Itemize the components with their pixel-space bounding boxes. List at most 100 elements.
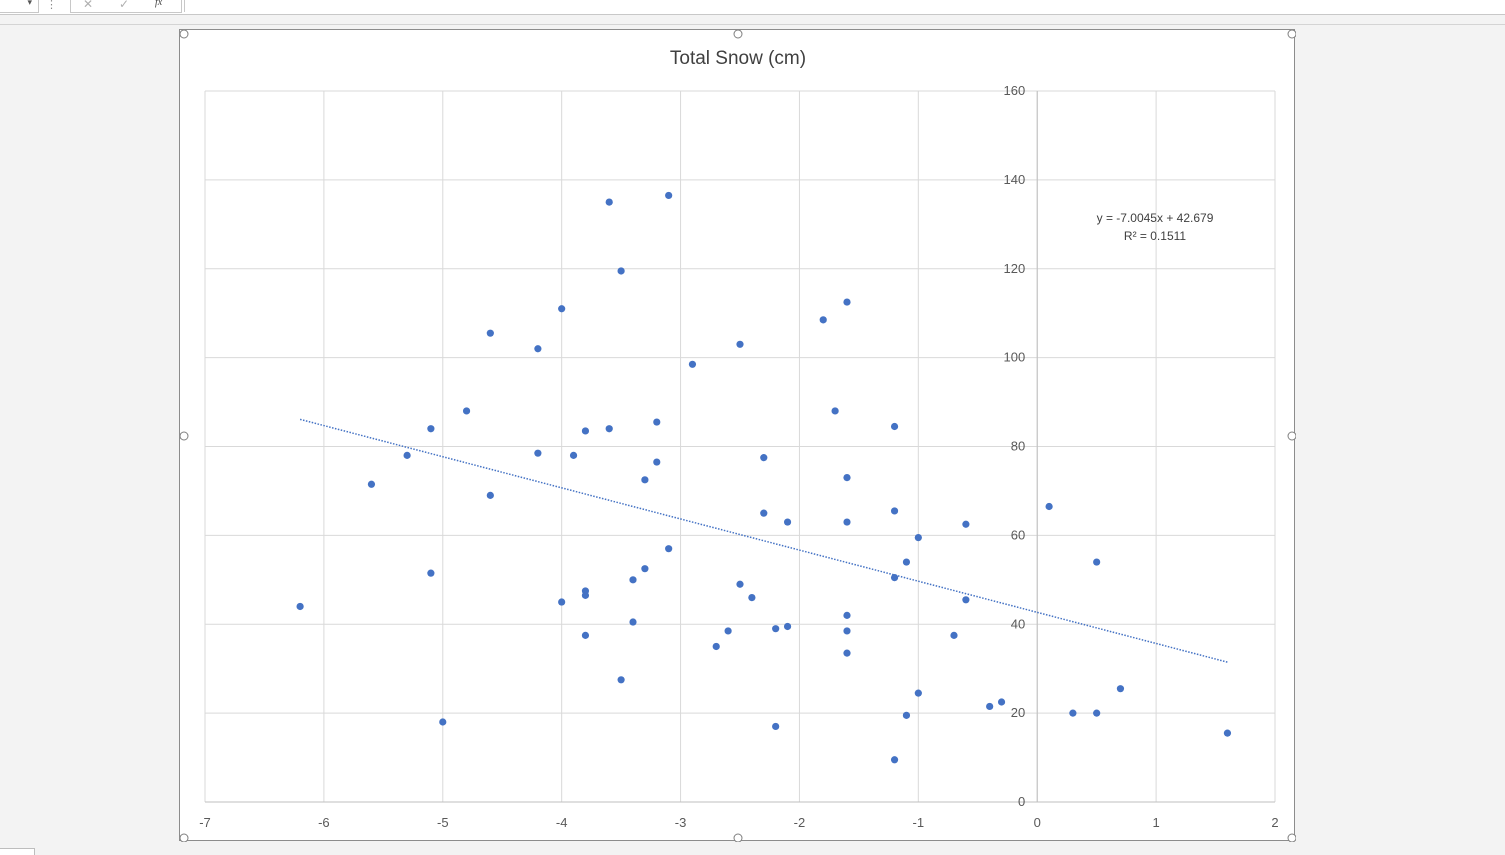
chevron-down-icon[interactable]: ▾ — [27, 0, 32, 7]
x-tick-label: -7 — [199, 815, 211, 830]
chart-title[interactable]: Total Snow (cm) — [670, 48, 806, 69]
data-point[interactable] — [534, 449, 542, 457]
data-point[interactable] — [890, 507, 899, 515]
x-tick-label: -1 — [913, 815, 925, 830]
data-point[interactable] — [1093, 558, 1101, 566]
trendline-equation-label[interactable]: y = -7.0045x + 42.679 — [1097, 211, 1214, 225]
data-point[interactable] — [843, 611, 851, 619]
data-point[interactable] — [902, 558, 911, 566]
data-point[interactable] — [1093, 709, 1101, 717]
data-point[interactable] — [902, 711, 911, 719]
data-point[interactable] — [783, 622, 792, 631]
data-point[interactable] — [997, 698, 1006, 706]
data-point[interactable] — [558, 305, 566, 313]
formula-input[interactable] — [184, 0, 1505, 12]
resize-handle[interactable] — [733, 30, 743, 39]
data-point[interactable] — [772, 722, 780, 731]
data-point[interactable] — [843, 518, 851, 526]
data-point[interactable] — [581, 427, 590, 435]
data-point[interactable] — [581, 591, 590, 599]
data-point[interactable] — [629, 576, 637, 584]
x-icon[interactable]: ✕ — [83, 0, 94, 11]
data-series[interactable] — [296, 191, 1232, 764]
data-point[interactable] — [712, 642, 720, 651]
data-point[interactable] — [605, 198, 613, 206]
data-point[interactable] — [736, 580, 744, 588]
data-point[interactable] — [760, 509, 768, 517]
data-point[interactable] — [748, 593, 756, 602]
data-point[interactable] — [534, 345, 542, 353]
data-point[interactable] — [890, 756, 899, 764]
data-point[interactable] — [986, 702, 994, 711]
data-point[interactable] — [617, 676, 625, 684]
data-point[interactable] — [831, 407, 839, 415]
name-box[interactable]: ▾ — [0, 0, 39, 13]
data-point[interactable] — [1045, 502, 1053, 511]
x-tick-label: -4 — [556, 815, 568, 830]
data-point[interactable] — [486, 491, 494, 499]
data-point[interactable] — [427, 425, 435, 433]
resize-handle[interactable] — [1287, 431, 1296, 441]
data-point[interactable] — [736, 340, 744, 348]
data-point[interactable] — [914, 689, 922, 697]
trendline-path[interactable] — [299, 418, 1228, 663]
data-point[interactable] — [605, 425, 613, 433]
resize-handle[interactable] — [1287, 30, 1296, 39]
data-point[interactable] — [462, 407, 471, 415]
data-point[interactable] — [914, 533, 922, 542]
data-point[interactable] — [641, 476, 649, 484]
fx-icon[interactable]: fx — [155, 0, 163, 8]
data-point[interactable] — [558, 598, 566, 606]
resize-handle[interactable] — [180, 431, 189, 441]
x-tick-label: 2 — [1271, 815, 1278, 830]
data-point[interactable] — [962, 520, 970, 528]
trendline-r2-label[interactable]: R² = 0.1511 — [1124, 229, 1186, 243]
data-point[interactable] — [843, 627, 851, 635]
resize-handle[interactable] — [733, 833, 743, 842]
data-point[interactable] — [1069, 709, 1077, 717]
data-point[interactable] — [617, 267, 625, 275]
data-point[interactable] — [843, 649, 851, 657]
data-point[interactable] — [760, 454, 768, 462]
data-point[interactable] — [783, 518, 792, 526]
data-point[interactable] — [653, 458, 661, 466]
data-point[interactable] — [367, 480, 376, 488]
data-point[interactable] — [629, 618, 637, 626]
worksheet-top-border — [0, 24, 1505, 25]
data-point[interactable] — [688, 360, 697, 368]
data-point[interactable] — [486, 329, 494, 337]
data-point[interactable] — [843, 474, 851, 482]
data-point[interactable] — [296, 602, 304, 611]
data-point[interactable] — [890, 573, 899, 582]
data-point[interactable] — [581, 631, 590, 639]
selection-handles[interactable] — [180, 30, 1296, 842]
data-point[interactable] — [724, 627, 732, 635]
x-tick-label: -2 — [794, 815, 806, 830]
data-point[interactable] — [1116, 685, 1125, 693]
check-icon[interactable]: ✓ — [119, 0, 130, 11]
data-point[interactable] — [819, 316, 827, 324]
trendline[interactable] — [299, 418, 1228, 663]
data-point[interactable] — [641, 565, 649, 573]
data-point[interactable] — [843, 298, 851, 306]
data-point[interactable] — [665, 545, 673, 553]
data-point[interactable] — [653, 418, 661, 426]
resize-handle[interactable] — [180, 30, 189, 39]
data-point[interactable] — [403, 451, 411, 459]
formula-bar-splitter[interactable]: ⋮ — [46, 0, 57, 11]
data-point[interactable] — [1223, 729, 1232, 737]
resize-handle[interactable] — [180, 833, 189, 842]
data-point[interactable] — [962, 596, 970, 604]
data-point[interactable] — [772, 625, 780, 633]
x-tick-label: 1 — [1152, 815, 1159, 830]
chart-area[interactable]: Total Snow (cm) -7 -6 -5 -4 -3 -2 -1 0 1 2 0 20 40 60… — [179, 29, 1296, 842]
data-point[interactable] — [665, 191, 673, 200]
data-point[interactable] — [950, 631, 958, 639]
data-point[interactable] — [439, 718, 447, 726]
data-point[interactable] — [890, 422, 899, 431]
sheet-tab[interactable] — [0, 848, 35, 855]
data-point[interactable] — [569, 451, 578, 459]
data-point[interactable] — [427, 569, 435, 577]
resize-handle[interactable] — [1287, 833, 1296, 842]
